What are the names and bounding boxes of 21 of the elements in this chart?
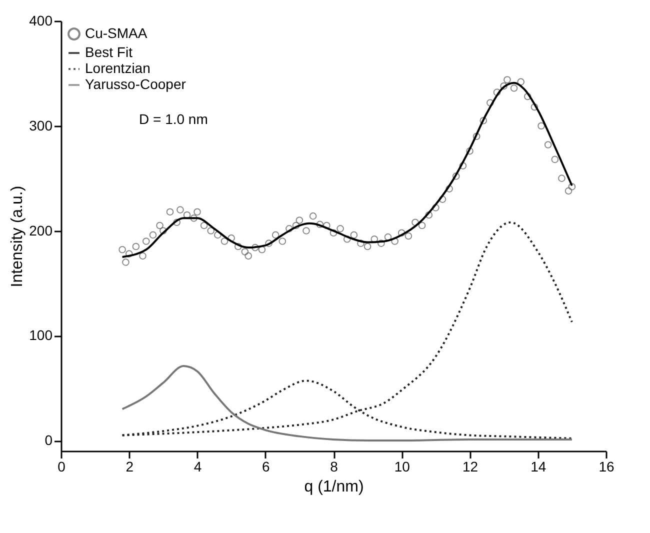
legend-label: Cu-SMAA [85,25,148,41]
y-tick-label: 400 [29,12,53,28]
legend-label: Best Fit [85,44,133,60]
x-tick-label: 16 [598,458,614,474]
x-tick-label: 6 [262,458,270,474]
legend-label: Yarusso-Cooper [85,76,186,92]
y-axis-title: Intensity (a.u.) [9,186,26,288]
y-tick-label: 100 [29,327,53,344]
x-tick-label: 8 [330,458,338,474]
x-axis-title: q (1/nm) [304,478,364,496]
x-tick-label: 2 [126,458,134,474]
x-tick-label: 10 [394,458,410,474]
x-tick-label: 12 [462,458,478,474]
annotation: D = 1.0 nm [139,111,208,127]
x-tick-label: 14 [530,458,546,474]
y-tick-label: 0 [44,432,53,448]
y-tick-label: 300 [29,117,53,134]
legend-label: Lorentzian [85,60,150,76]
x-tick-label: 4 [194,458,202,474]
y-tick-label: 200 [29,222,53,238]
x-tick-label: 0 [58,458,66,474]
